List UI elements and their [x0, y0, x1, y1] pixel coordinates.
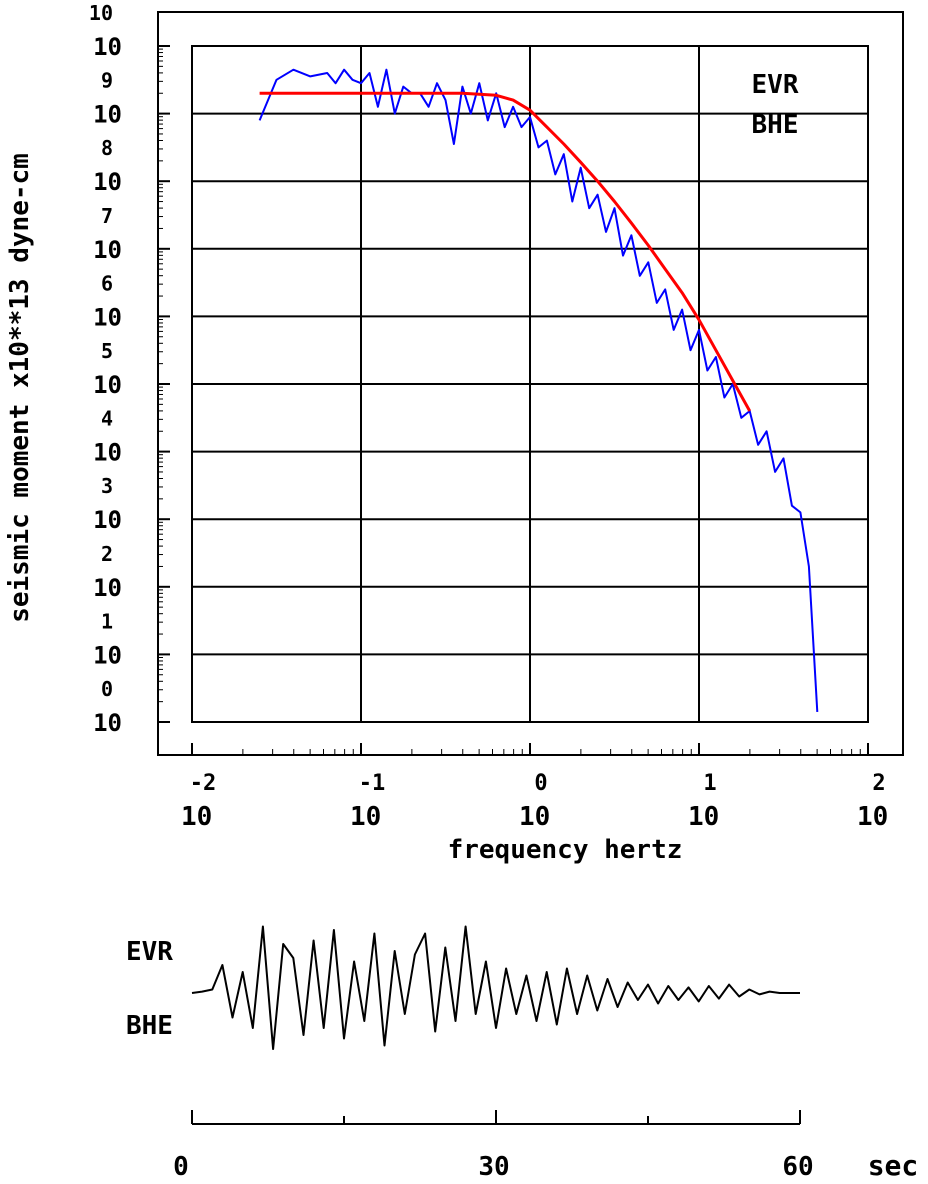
waveform-component-label: BHE: [126, 1011, 173, 1041]
y-tick-label-base: 10: [93, 506, 122, 534]
observed-spectrum-line: [258, 68, 819, 712]
time-tick-label: 0: [173, 1152, 189, 1182]
y-tick-label-exp: 6: [101, 271, 113, 295]
waveform-plot: EVR BHE 0 30 60 sec: [126, 925, 919, 1182]
x-tick-label-exp: 0: [534, 771, 547, 796]
x-tick-label-exp: -1: [359, 771, 386, 796]
x-tick-label-exp: -2: [190, 771, 217, 796]
y-tick-label-exp: 4: [101, 407, 113, 431]
y-tick-label-base: 10: [93, 371, 122, 399]
y-tick-label-exp: 1: [101, 609, 113, 633]
y-tick-label-exp: 9: [101, 69, 113, 93]
station-label: EVR: [752, 70, 799, 100]
y-tick-label-base: 10: [93, 101, 122, 129]
time-tick-label: 30: [478, 1152, 509, 1182]
x-tick-label-base: 10: [350, 802, 381, 832]
time-tick-label: 60: [782, 1152, 813, 1182]
y-tick-label-base: 10: [93, 303, 122, 331]
y-tick-label-base: 10: [93, 574, 122, 602]
y-tick-label-base: 10: [93, 33, 122, 61]
y-tick-label-base: 10: [93, 168, 122, 196]
y-tick-label-exp: 2: [101, 542, 113, 566]
waveform-trace: [191, 925, 800, 1050]
component-label: BHE: [752, 110, 799, 140]
y-tick-label-exp: 3: [101, 474, 113, 498]
x-tick-label-base: 10: [519, 802, 550, 832]
y-tick-label-exp: 0: [101, 677, 113, 701]
y-tick-label-exp: 5: [101, 339, 113, 363]
y-tick-label-base: 10: [93, 641, 122, 669]
time-unit-label: sec: [868, 1149, 919, 1182]
x-axis-label: frequency hertz: [448, 835, 683, 865]
y-axis-label: seismic moment x10**13 dyne-cm: [5, 153, 35, 623]
y-tick-label-base: 10: [93, 236, 122, 264]
y-tick-label-base: 10: [93, 709, 122, 737]
waveform-station-label: EVR: [126, 937, 173, 967]
y-tick-label-exp: 8: [101, 136, 113, 160]
model-fit-line: [259, 91, 752, 412]
x-tick-label-exp: 2: [872, 771, 885, 796]
x-tick-label-exp: 1: [703, 771, 716, 796]
x-tick-label-base: 10: [857, 802, 888, 832]
y-tick-label-exp: 10: [89, 1, 113, 25]
spectrum-plot: 100101102103104105106107108109101010-210…: [5, 1, 904, 865]
x-tick-label-base: 10: [181, 802, 212, 832]
y-tick-label-base: 10: [93, 439, 122, 467]
y-tick-label-exp: 7: [101, 204, 113, 228]
x-tick-label-base: 10: [688, 802, 719, 832]
